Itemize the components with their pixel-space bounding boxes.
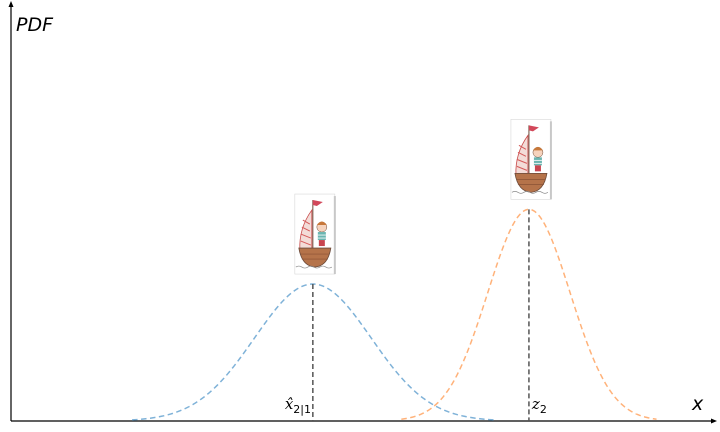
sailboat-icon <box>294 193 337 275</box>
curves-layer <box>132 208 657 421</box>
y-axis-label: PDF <box>16 14 54 36</box>
y-axis-arrow <box>8 1 14 7</box>
x-axis-label: x <box>691 393 704 415</box>
sailboat-icon <box>510 118 553 200</box>
x-axis-arrow <box>711 418 717 424</box>
pdf-curve-2 <box>401 208 657 421</box>
marker-label-2: z2 <box>531 395 547 416</box>
axes <box>8 1 717 424</box>
markers-layer: x̂2|1 z2 <box>285 118 553 421</box>
marker-label-1: x̂2|1 <box>285 395 311 416</box>
